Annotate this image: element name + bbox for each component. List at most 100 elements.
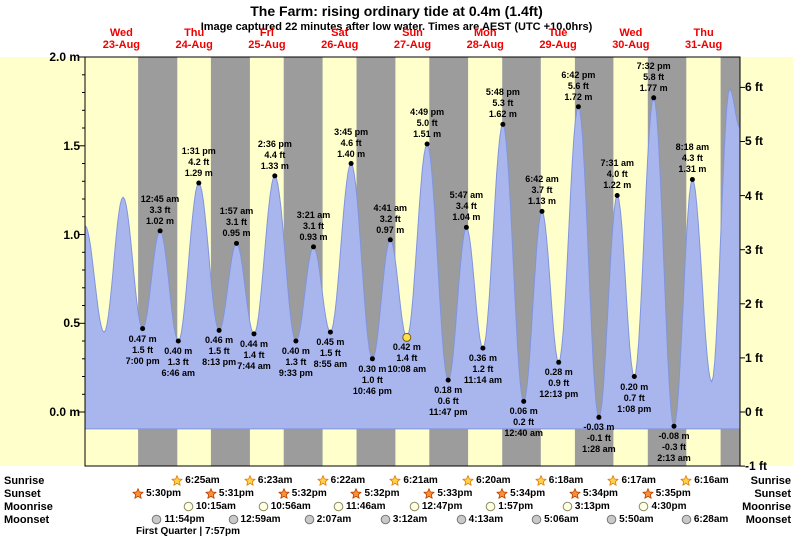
sunrise-time: 6:18am: [548, 475, 584, 486]
moonrise-time: 12:47pm: [421, 501, 463, 512]
sunset-time: 5:34pm: [582, 488, 618, 499]
tide-extreme-dot: [480, 345, 486, 351]
moonrise-circle-icon: [333, 501, 344, 512]
tide-extreme-dot: [575, 104, 581, 110]
tide-high-annotation: 7:31 am 4.0 ft 1.22 m: [600, 158, 634, 191]
tide-extreme-dot: [348, 161, 354, 166]
sunrise-event: 6:22am: [317, 474, 365, 487]
sunrise-time: 6:25am: [185, 475, 220, 486]
sunset-event: 5:32pm: [278, 487, 327, 500]
sunrise-time: 6:16am: [694, 475, 729, 486]
moonrise-time: 3:13pm: [574, 501, 610, 512]
tide-low-annotation: 0.40 m 1.3 ft 6:46 am: [161, 346, 196, 378]
moonrise-circle-icon: [639, 501, 649, 512]
moonrise-event: 10:15am: [183, 500, 236, 513]
sunset-star-icon: [278, 487, 290, 499]
tide-extreme-dot: [175, 338, 181, 344]
moonrise-event: 4:30pm: [638, 500, 686, 513]
sunset-time: 5:34pm: [510, 488, 546, 499]
tide-low-annotation: 0.28 m 0.9 ft 12:13 pm: [539, 367, 579, 400]
tide-extreme-dot: [293, 338, 299, 344]
sunset-event: 5:31pm: [205, 487, 254, 500]
moonset-event: 5:06am: [531, 513, 579, 526]
tide-low-annotation: 0.20 m 0.7 ft 1:08 pm: [617, 381, 652, 414]
row-label-left-moonrise: Moonrise: [4, 501, 53, 513]
tide-high-annotation: 3:45 pm 4.6 ft 1.40 m: [334, 126, 369, 159]
sunset-star-icon: [642, 487, 654, 499]
tide-high-annotation: 1:31 pm 4.2 ft 1.29 m: [181, 146, 216, 179]
moonset-event: 11:54pm: [151, 513, 205, 526]
moonrise-event: 12:47pm: [409, 500, 463, 513]
sunrise-time: 6:22am: [330, 475, 366, 486]
tide-extreme-dot: [216, 327, 222, 333]
current-time-marker: [402, 332, 412, 342]
sunrise-time: 6:23am: [257, 475, 293, 486]
y-axis-right-label: 3 ft: [745, 242, 763, 257]
tide-extreme-dot: [272, 173, 278, 179]
tide-extreme-dot: [539, 208, 545, 214]
tide-extreme-dot: [424, 141, 430, 147]
tide-low-annotation: 0.40 m 1.3 ft 9:33 pm: [278, 346, 313, 378]
tide-extreme-dot: [671, 423, 677, 429]
row-label-right-moonset: Moonset: [745, 514, 791, 526]
tide-extreme-dot: [369, 356, 375, 362]
tide-extreme-dot: [445, 377, 451, 383]
sunrise-event: 6:20am: [462, 474, 511, 487]
tide-extreme-dot: [500, 121, 506, 127]
sunrise-star-icon: [462, 474, 474, 486]
sunrise-event: 6:18am: [535, 474, 583, 487]
tide-low-annotation: 0.18 m 0.6 ft 11:47 pm: [428, 385, 468, 418]
tide-high-annotation: 7:32 pm 5.8 ft 1.77 m: [636, 60, 671, 93]
moonset-time: 11:54pm: [164, 514, 205, 525]
moonset-time: 6:28am: [693, 514, 729, 525]
row-label-left-sunset: Sunset: [4, 488, 41, 500]
moonset-time: 4:13am: [468, 514, 504, 525]
moonrise-circle-icon: [562, 501, 573, 512]
tide-low-annotation: 0.30 m 1.0 ft 10:46 pm: [352, 363, 392, 396]
tide-extreme-dot: [521, 398, 527, 404]
sunrise-star-icon: [389, 474, 401, 486]
sunset-time: 5:31pm: [218, 488, 254, 499]
tide-low-annotation: -0.08 m -0.3 ft 2:13 am: [657, 431, 691, 464]
sunrise-star-icon: [317, 474, 329, 486]
sunset-star-icon: [132, 487, 144, 499]
moonrise-event: 10:56am: [258, 500, 311, 513]
y-axis-right-label: -1 ft: [745, 459, 767, 474]
day-label: Sat 26-Aug: [321, 27, 359, 51]
sunrise-time: 6:20am: [476, 475, 511, 486]
sunset-star-icon: [496, 487, 508, 499]
moonset-event: 12:59am: [228, 513, 281, 526]
tide-high-annotation: 4:41 am 3.2 ft 0.97 m: [373, 202, 408, 235]
moonrise-circle-icon: [258, 501, 268, 512]
tide-low-annotation: 0.45 m 1.5 ft 8:55 am: [313, 337, 348, 370]
tide-low-annotation: -0.03 m -0.1 ft 1:28 am: [582, 422, 616, 455]
moonset-circle-icon: [228, 514, 238, 525]
y-axis-right-label: 5 ft: [745, 134, 763, 149]
sunrise-star-icon: [244, 474, 256, 486]
sunset-event: 5:34pm: [496, 487, 545, 500]
sunset-star-icon: [205, 487, 217, 499]
sunrise-star-icon: [171, 474, 183, 486]
moonset-time: 12:59am: [240, 514, 281, 525]
moonrise-time: 10:56am: [270, 501, 311, 512]
tide-low-annotation: 0.44 m 1.4 ft 7:44 am: [237, 338, 271, 371]
tide-extreme-dot: [196, 180, 202, 186]
sunset-time: 5:32pm: [291, 488, 327, 499]
tide-low-annotation: 0.06 m 0.2 ft 12:40 am: [504, 406, 543, 439]
tide-extreme-dot: [140, 326, 146, 332]
moonset-time: 5:50am: [619, 514, 654, 525]
moonrise-time: 1:57pm: [498, 501, 534, 512]
sunrise-event: 6:21am: [389, 474, 438, 487]
moonrise-circle-icon: [485, 501, 496, 512]
tide-high-annotation: 3:21 am 3.1 ft 0.93 m: [296, 209, 331, 242]
tide-extreme-dot: [689, 177, 695, 182]
y-axis-left-label: 2.0 m: [49, 50, 80, 64]
moonset-time: 3:12am: [392, 514, 428, 525]
tide-low-annotation: 0.46 m 1.5 ft 8:13 pm: [202, 335, 237, 368]
row-label-right-sunset: Sunset: [754, 488, 791, 500]
sunset-event: 5:35pm: [642, 487, 691, 500]
moonset-event: 4:13am: [456, 513, 503, 526]
moonset-circle-icon: [380, 514, 391, 525]
moonrise-circle-icon: [183, 501, 194, 512]
